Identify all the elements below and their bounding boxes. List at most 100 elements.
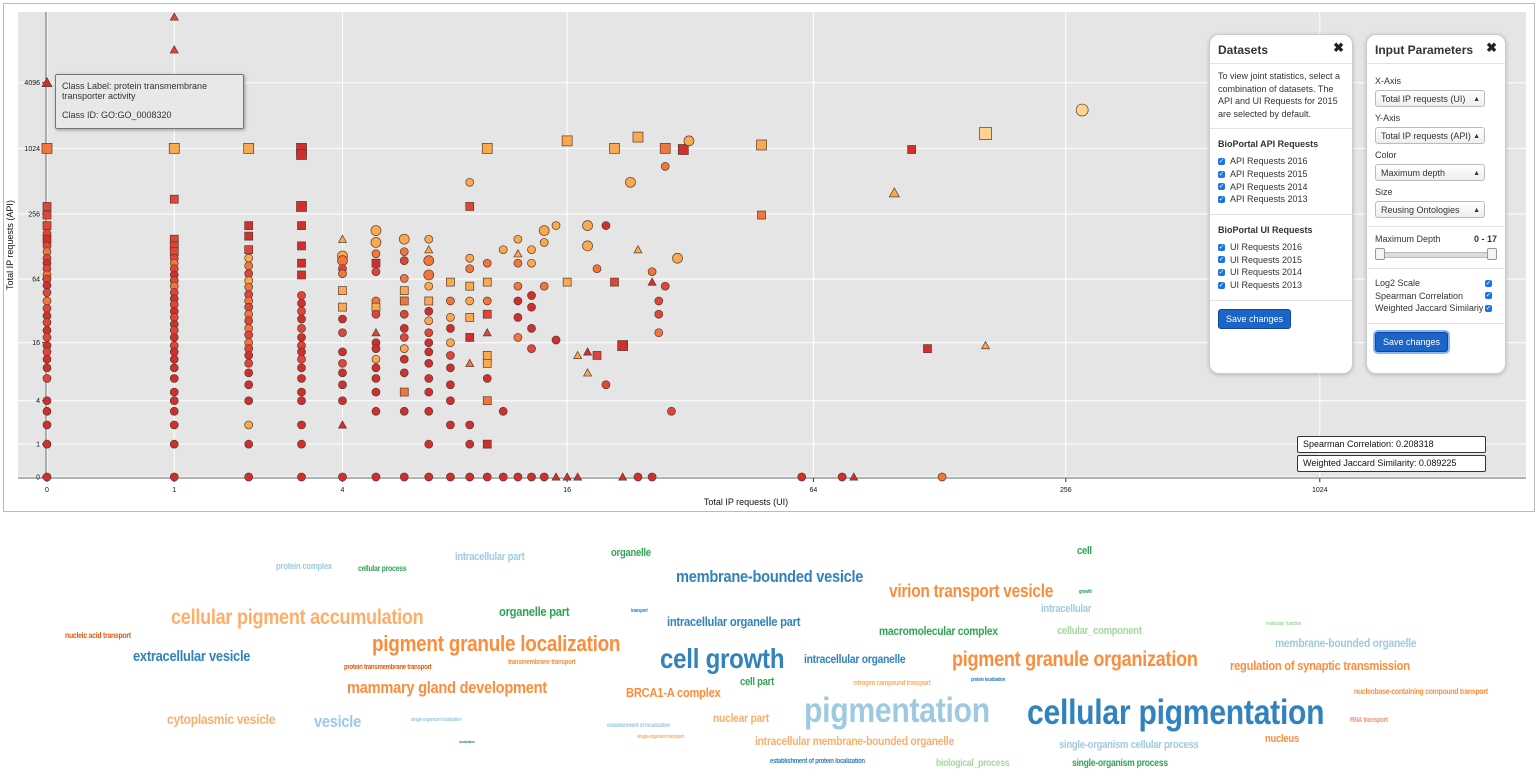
ui-requests-option-1[interactable]: ✓ UI Requests 2015 (1218, 253, 1344, 266)
data-point-circle[interactable] (837, 472, 847, 482)
word-cloud-term[interactable]: cell (1077, 545, 1092, 557)
data-point-square[interactable] (169, 194, 179, 204)
data-point-circle[interactable] (42, 354, 52, 364)
word-cloud-term[interactable]: biological_process (936, 758, 1010, 769)
color-select[interactable]: Maximum depth ▲ (1375, 164, 1485, 181)
xaxis-select[interactable]: Total IP requests (UI) ▲ (1375, 90, 1485, 107)
word-cloud-term[interactable]: cellular_component (1057, 625, 1142, 637)
data-point-circle[interactable] (660, 281, 670, 291)
word-cloud-term[interactable]: intracellular organelle part (667, 614, 801, 629)
data-point-circle[interactable] (297, 439, 306, 449)
word-cloud-term[interactable]: macromolecular complex (879, 624, 998, 638)
word-cloud-term[interactable]: organelle part (499, 604, 570, 619)
data-point-triangle[interactable] (562, 472, 572, 481)
data-point-circle[interactable] (424, 472, 434, 482)
data-point-circle[interactable] (465, 420, 475, 430)
word-cloud-term[interactable]: molecular_function (1266, 621, 1302, 627)
data-point-square[interactable] (371, 258, 381, 268)
word-cloud-term[interactable]: protein complex (276, 561, 332, 571)
word-cloud-term[interactable]: nucleobase-containing compound transport (1354, 687, 1488, 696)
data-point-circle[interactable] (446, 338, 455, 348)
data-point-square[interactable] (659, 143, 671, 154)
data-point-square[interactable] (296, 149, 307, 160)
word-cloud-term[interactable]: cellular pigmentation (1027, 693, 1325, 732)
data-point-circle[interactable] (338, 396, 347, 406)
data-point-circle[interactable] (244, 358, 254, 368)
data-point-circle[interactable] (937, 472, 947, 482)
data-point-square[interactable] (756, 139, 767, 151)
data-point-triangle[interactable] (337, 420, 348, 429)
word-cloud-term[interactable]: virion transport vesicle (889, 581, 1054, 601)
data-point-circle[interactable] (424, 338, 434, 348)
data-point-circle[interactable] (169, 472, 179, 482)
word-cloud-term[interactable]: intracellular membrane-bounded organelle (755, 734, 954, 748)
data-point-triangle[interactable] (582, 368, 593, 377)
data-point-circle[interactable] (297, 374, 306, 383)
word-cloud-term[interactable]: organelle (611, 547, 651, 559)
data-point-circle[interactable] (297, 298, 306, 308)
data-point-square[interactable] (592, 351, 602, 360)
data-point-circle[interactable] (424, 328, 434, 338)
data-point-circle[interactable] (446, 324, 455, 333)
data-point-circle[interactable] (672, 252, 683, 264)
datasets-save-button[interactable]: Save changes (1218, 308, 1292, 329)
data-point-square[interactable] (244, 231, 254, 241)
data-point-circle[interactable] (337, 255, 348, 266)
data-point-circle[interactable] (244, 282, 254, 292)
word-cloud-term[interactable]: cell part (740, 676, 774, 688)
data-point-triangle[interactable] (888, 187, 900, 198)
word-cloud-term[interactable]: intracellular (1041, 603, 1092, 615)
data-point-triangle[interactable] (513, 249, 523, 258)
data-point-square[interactable] (757, 210, 766, 220)
data-point-circle[interactable] (42, 288, 52, 297)
api-requests-option-0[interactable]: ✓ API Requests 2016 (1218, 155, 1344, 168)
data-point-circle[interactable] (169, 406, 179, 416)
data-point-circle[interactable] (465, 253, 475, 263)
data-point-circle[interactable] (399, 256, 409, 265)
data-point-circle[interactable] (371, 374, 381, 383)
api-requests-checkbox[interactable]: ✓ (1218, 157, 1225, 165)
data-point-circle[interactable] (42, 363, 52, 373)
data-point-square[interactable] (399, 387, 409, 397)
data-point-circle[interactable] (498, 472, 508, 482)
data-point-square[interactable] (399, 296, 409, 306)
data-point-circle[interactable] (244, 253, 254, 263)
data-point-circle[interactable] (465, 472, 475, 482)
data-point-circle[interactable] (398, 233, 410, 245)
data-point-circle[interactable] (399, 368, 409, 378)
data-point-triangle[interactable] (371, 327, 381, 337)
data-point-circle[interactable] (498, 406, 508, 416)
data-point-circle[interactable] (423, 269, 435, 281)
spearman-checkbox[interactable]: ✓ (1485, 292, 1492, 300)
data-point-circle[interactable] (482, 296, 492, 306)
data-point-triangle[interactable] (573, 350, 583, 359)
data-point-circle[interactable] (399, 344, 409, 353)
word-cloud-term[interactable]: BRCA1-A complex (626, 685, 721, 700)
data-point-circle[interactable] (446, 363, 455, 373)
data-point-circle[interactable] (42, 439, 52, 449)
data-point-square[interactable] (610, 277, 619, 287)
data-point-circle[interactable] (424, 358, 434, 368)
data-point-circle[interactable] (446, 472, 455, 482)
data-point-circle[interactable] (244, 351, 254, 360)
data-point-square[interactable] (424, 296, 434, 306)
data-point-square[interactable] (561, 135, 573, 147)
data-point-circle[interactable] (42, 347, 52, 357)
data-point-circle[interactable] (42, 374, 52, 383)
yaxis-select[interactable]: Total IP requests (API) ▲ (1375, 127, 1485, 144)
data-point-circle[interactable] (244, 380, 254, 390)
data-point-circle[interactable] (513, 313, 523, 322)
data-point-circle[interactable] (297, 333, 306, 342)
ui-requests-checkbox[interactable]: ✓ (1218, 243, 1225, 251)
jaccard-checkbox[interactable]: ✓ (1485, 304, 1492, 312)
data-point-circle[interactable] (654, 309, 664, 319)
data-point-circle[interactable] (338, 368, 347, 378)
data-point-circle[interactable] (482, 374, 492, 383)
word-cloud-term[interactable]: intracellular organelle (804, 652, 906, 666)
data-point-circle[interactable] (371, 472, 381, 482)
data-point-circle[interactable] (42, 420, 52, 430)
data-point-circle[interactable] (527, 472, 536, 482)
data-point-circle[interactable] (169, 374, 179, 383)
data-point-triangle[interactable] (849, 472, 859, 481)
data-point-triangle[interactable] (551, 472, 561, 481)
